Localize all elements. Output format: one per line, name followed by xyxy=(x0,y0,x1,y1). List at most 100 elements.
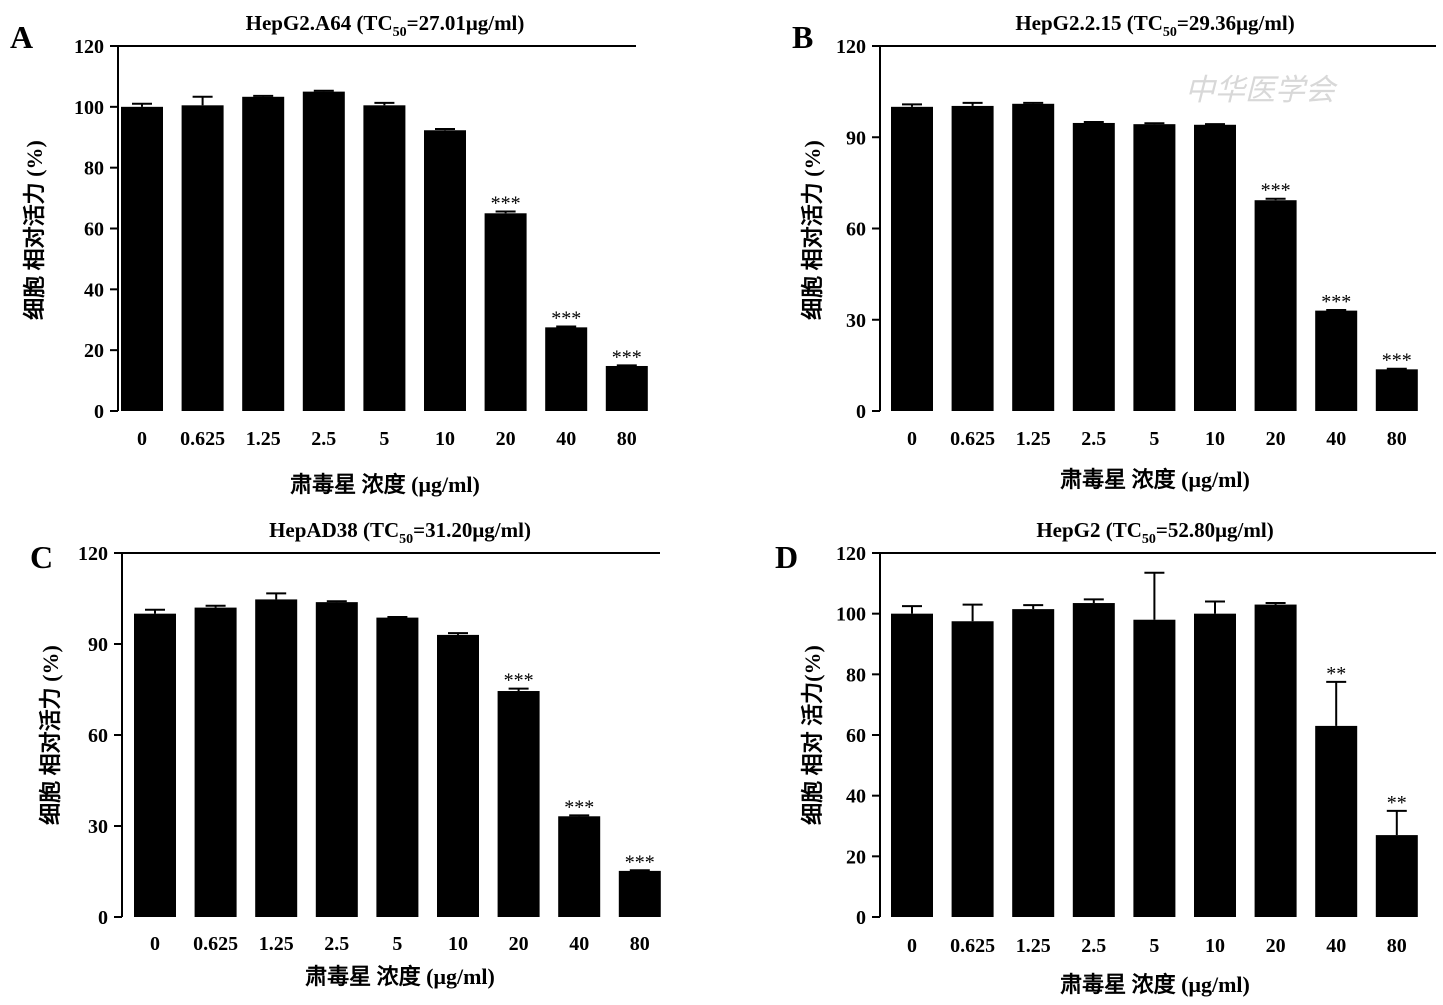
title-suffix: =31.20μg/ml) xyxy=(413,518,531,542)
bar xyxy=(497,691,540,917)
y-tick-label: 0 xyxy=(98,907,108,929)
x-tick-label: 1.25 xyxy=(259,933,294,955)
y-tick-label: 120 xyxy=(836,36,866,58)
bar xyxy=(424,130,466,412)
x-tick-label: 10 xyxy=(435,428,455,450)
y-tick-label: 80 xyxy=(84,158,104,180)
panel-title: HepAD38 (TC50=31.20μg/ml) xyxy=(269,518,531,547)
bar xyxy=(605,365,648,411)
panel-title: HepG2.2.15 (TC50=29.36μg/ml) xyxy=(1015,11,1294,40)
x-tick-label: 0.625 xyxy=(193,933,238,955)
y-tick-label: 30 xyxy=(88,816,108,838)
y-tick-label: 120 xyxy=(74,36,104,58)
bar xyxy=(121,106,163,411)
panel-letter: C xyxy=(30,539,53,575)
panel-D: D HepG2 (TC50=52.80μg/ml) 0 20 40 60 80 100 120 0… xyxy=(775,518,1436,997)
bar xyxy=(618,870,661,917)
x-tick-label: 10 xyxy=(448,933,468,955)
bar xyxy=(1254,200,1297,411)
bar xyxy=(1072,122,1115,412)
significance-label: ** xyxy=(1387,792,1407,814)
x-tick-label: 20 xyxy=(509,933,529,955)
title-subscript: 50 xyxy=(1163,25,1177,40)
y-tick-label: 0 xyxy=(856,401,866,423)
y-tick-label: 40 xyxy=(846,786,866,808)
y-tick-label: 100 xyxy=(836,604,866,626)
x-tick-label: 2.5 xyxy=(311,428,336,450)
x-tick-label: 40 xyxy=(556,428,576,450)
y-tick-label: 90 xyxy=(88,634,108,656)
bar xyxy=(363,105,406,411)
bar xyxy=(1375,835,1418,917)
y-tick-label: 20 xyxy=(84,340,104,362)
significance-label: *** xyxy=(625,851,655,873)
y-tick-label: 60 xyxy=(88,725,108,747)
x-tick-label: 20 xyxy=(1266,428,1286,450)
x-tick-label: 80 xyxy=(1387,935,1407,957)
bar xyxy=(315,602,358,917)
x-axis-label: 肃毒星 浓度 (μg/ml) xyxy=(1060,972,1250,997)
x-tick-label: 2.5 xyxy=(1081,428,1106,450)
x-tick-label: 0 xyxy=(907,935,917,957)
panel-title: HepG2.A64 (TC50=27.01μg/ml) xyxy=(246,11,525,40)
y-tick-label: 20 xyxy=(846,846,866,868)
y-tick-label: 60 xyxy=(84,219,104,241)
x-tick-label: 1.25 xyxy=(1016,935,1051,957)
title-prefix: HepG2 (TC xyxy=(1036,518,1142,542)
x-tick-label: 5 xyxy=(1149,428,1159,450)
bar xyxy=(1012,103,1055,412)
significance-label: ** xyxy=(1326,663,1346,685)
bar xyxy=(437,634,479,917)
bar xyxy=(1133,124,1176,411)
y-axis-label: 细胞 相对活力 (%) xyxy=(800,140,825,320)
title-suffix: =52.80μg/ml) xyxy=(1156,518,1274,542)
x-tick-label: 1.25 xyxy=(246,428,281,450)
bar xyxy=(1254,604,1297,917)
x-tick-label: 5 xyxy=(379,428,389,450)
x-tick-label: 10 xyxy=(1205,935,1225,957)
title-prefix: HepAD38 (TC xyxy=(269,518,399,542)
x-axis-label: 肃毒星 浓度 (μg/ml) xyxy=(1060,467,1250,492)
panel-letter: A xyxy=(10,19,33,55)
bar xyxy=(1375,369,1418,411)
x-axis-label: 肃毒星 浓度 (μg/ml) xyxy=(290,472,480,497)
bar xyxy=(951,105,994,411)
x-tick-label: 80 xyxy=(630,933,650,955)
x-tick-label: 0 xyxy=(137,428,147,450)
watermark: 中华医学会 xyxy=(1185,74,1338,107)
bar xyxy=(376,617,419,917)
bar xyxy=(242,96,285,411)
y-tick-label: 90 xyxy=(846,127,866,149)
y-tick-label: 100 xyxy=(74,97,104,119)
y-tick-label: 120 xyxy=(78,543,108,565)
significance-label: *** xyxy=(504,670,534,692)
x-tick-label: 0 xyxy=(150,933,160,955)
x-axis-label: 肃毒星 浓度 (μg/ml) xyxy=(305,964,495,989)
y-tick-label: 40 xyxy=(84,279,104,301)
y-tick-label: 60 xyxy=(846,219,866,241)
bar xyxy=(1194,124,1236,411)
significance-label: *** xyxy=(1321,291,1351,313)
title-prefix: HepG2.A64 (TC xyxy=(246,11,393,35)
bar xyxy=(194,607,237,917)
y-tick-label: 60 xyxy=(846,725,866,747)
y-axis-label: 细胞 相对活力 (%) xyxy=(38,645,63,825)
bar xyxy=(891,613,933,917)
x-tick-label: 0.625 xyxy=(180,428,225,450)
significance-label: *** xyxy=(491,192,521,214)
y-tick-label: 0 xyxy=(94,401,104,423)
significance-label: *** xyxy=(551,307,581,329)
x-tick-label: 20 xyxy=(1266,935,1286,957)
x-tick-label: 1.25 xyxy=(1016,428,1051,450)
title-suffix: =29.36μg/ml) xyxy=(1177,11,1295,35)
title-subscript: 50 xyxy=(399,532,413,547)
y-tick-label: 0 xyxy=(856,907,866,929)
panel-title: HepG2 (TC50=52.80μg/ml) xyxy=(1036,518,1273,547)
x-tick-label: 5 xyxy=(1149,935,1159,957)
y-tick-label: 30 xyxy=(846,310,866,332)
y-tick-label: 120 xyxy=(836,543,866,565)
y-tick-label: 80 xyxy=(846,664,866,686)
panel-letter: D xyxy=(775,539,798,575)
bar xyxy=(1315,725,1358,917)
